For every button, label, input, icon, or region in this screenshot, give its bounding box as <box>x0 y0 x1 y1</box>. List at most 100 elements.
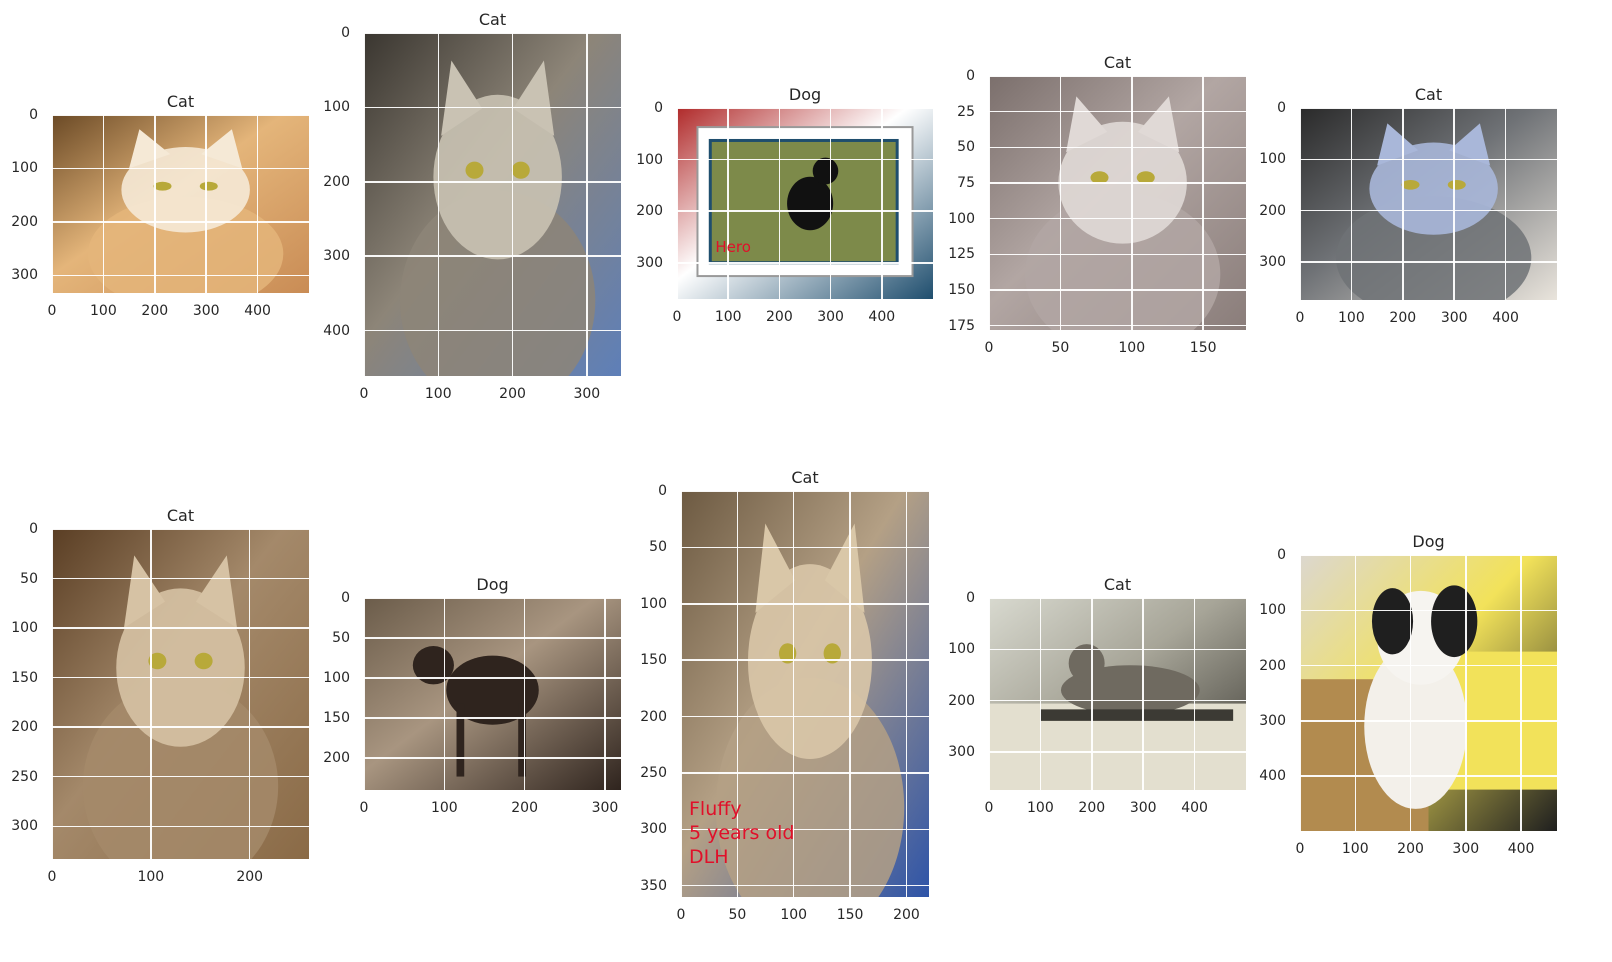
gridline-x <box>1300 108 1301 300</box>
gridline-y <box>364 637 621 639</box>
x-tick-label: 200 <box>1078 800 1106 816</box>
y-tick-label: 0 <box>29 521 38 537</box>
gridline-y <box>52 115 309 116</box>
panel-title: Dog <box>476 575 509 594</box>
photo-caption: Fluffy 5 years old DLH <box>689 798 795 868</box>
x-tick-label: 50 <box>1051 340 1070 356</box>
gridline-x <box>1350 108 1353 300</box>
x-tick-label: 50 <box>728 907 747 923</box>
gridline-x <box>1354 555 1357 831</box>
gridline-y <box>681 715 929 718</box>
panel-title: Cat <box>791 468 819 487</box>
y-tick-label: 200 <box>1259 657 1286 674</box>
y-tick-label: 250 <box>11 768 38 785</box>
y-tick-label: 0 <box>966 68 975 84</box>
gridline-y <box>364 757 621 759</box>
y-tick-label: 300 <box>11 267 38 284</box>
gridline-y <box>364 255 621 257</box>
gridline-y <box>1300 775 1557 777</box>
y-tick-label: 400 <box>1259 768 1286 785</box>
y-tick-label: 100 <box>1259 151 1286 168</box>
y-tick-label: 300 <box>1259 712 1286 729</box>
x-tick-label: 100 <box>780 907 808 923</box>
photo-illustration <box>52 115 309 293</box>
gridline-x <box>681 491 682 897</box>
gridline-y <box>989 289 1246 291</box>
gridline-y <box>52 529 309 530</box>
gridline-x <box>1409 555 1412 831</box>
gridline-y <box>989 146 1246 149</box>
gridline-x <box>1131 76 1133 330</box>
gridline-y <box>681 546 929 549</box>
image-area <box>364 33 621 376</box>
image-area <box>989 76 1246 330</box>
gridline-x <box>792 491 795 897</box>
gridline-y <box>364 33 621 34</box>
gridline-y <box>1300 720 1557 722</box>
y-tick-label: 100 <box>948 210 975 227</box>
x-tick-label: 100 <box>1027 800 1054 816</box>
gridline-y <box>1300 555 1557 556</box>
y-tick-label: 50 <box>20 570 38 587</box>
panel-title: Cat <box>478 10 507 29</box>
x-tick-label: 100 <box>90 303 117 319</box>
x-tick-label: 300 <box>591 800 619 816</box>
x-tick-label: 400 <box>1181 800 1208 816</box>
y-tick-label: 100 <box>1259 602 1286 619</box>
y-tick-label: 0 <box>1277 547 1286 563</box>
x-tick-label: 200 <box>893 907 920 923</box>
gridline-x <box>989 76 990 330</box>
gridline-y <box>1300 209 1557 212</box>
y-tick-label: 0 <box>658 483 667 499</box>
x-tick-label: 100 <box>424 386 452 402</box>
gridline-y <box>52 577 309 580</box>
y-tick-label: 50 <box>332 630 350 646</box>
photo-illustration <box>677 108 933 299</box>
gridline-y <box>52 825 309 828</box>
y-tick-label: 300 <box>1259 254 1286 270</box>
gridline-x <box>881 108 883 299</box>
gridline-x <box>154 115 156 293</box>
x-tick-label: 100 <box>1118 340 1146 356</box>
x-tick-label: 0 <box>984 340 994 356</box>
y-tick-label: 175 <box>948 317 975 334</box>
gridline-y <box>677 108 933 109</box>
y-tick-label: 350 <box>640 877 667 894</box>
gridline-x <box>849 491 851 897</box>
x-tick-label: 400 <box>1507 841 1535 857</box>
x-tick-label: 200 <box>141 303 169 319</box>
gridline-x <box>829 108 832 299</box>
x-tick-label: 0 <box>676 907 686 923</box>
gridline-x <box>437 33 440 376</box>
x-tick-label: 0 <box>359 386 369 402</box>
y-tick-label: 0 <box>966 590 975 606</box>
y-tick-label: 250 <box>640 764 667 781</box>
image-area <box>364 598 621 790</box>
gridline-y <box>52 775 309 778</box>
photo-illustration <box>989 76 1246 330</box>
x-tick-label: 0 <box>984 800 994 816</box>
photo-illustration <box>1300 555 1557 831</box>
gridline-x <box>364 598 365 790</box>
panel-title: Cat <box>166 506 195 525</box>
gridline-y <box>1300 158 1557 161</box>
y-tick-label: 200 <box>636 203 663 220</box>
gridline-y <box>364 106 621 109</box>
y-tick-label: 300 <box>323 248 350 265</box>
x-tick-label: 400 <box>244 303 271 319</box>
gridline-y <box>677 210 933 212</box>
y-tick-label: 0 <box>1277 100 1286 116</box>
image-area: Hero <box>677 108 933 299</box>
image-area <box>989 598 1246 790</box>
gridline-x <box>586 33 588 376</box>
photo-illustration <box>1300 108 1557 300</box>
x-tick-label: 0 <box>672 309 682 325</box>
gridline-x <box>256 115 259 293</box>
x-tick-label: 300 <box>192 303 220 319</box>
gridline-y <box>681 603 929 605</box>
x-tick-label: 300 <box>1440 310 1468 326</box>
x-tick-label: 300 <box>1452 841 1480 857</box>
gridline-y <box>681 884 929 887</box>
y-tick-label: 150 <box>323 710 350 726</box>
